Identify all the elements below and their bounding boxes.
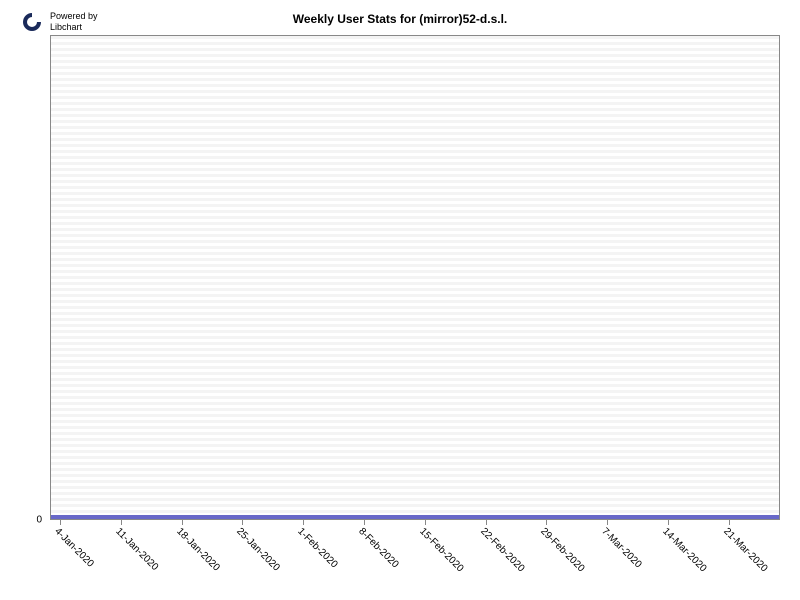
axis-baseline <box>51 515 779 519</box>
x-tick-label: 1-Feb-2020 <box>295 526 339 570</box>
x-tick-mark <box>607 520 608 525</box>
x-tick-label: 22-Feb-2020 <box>478 526 526 574</box>
y-axis: 0 <box>0 35 50 520</box>
x-tick-mark <box>486 520 487 525</box>
x-tick-mark <box>546 520 547 525</box>
x-tick-mark <box>425 520 426 525</box>
x-tick-mark <box>182 520 183 525</box>
x-tick-label: 8-Feb-2020 <box>356 526 400 570</box>
plot-area <box>50 35 780 520</box>
x-tick-mark <box>242 520 243 525</box>
x-tick-mark <box>668 520 669 525</box>
x-tick-label: 11-Jan-2020 <box>113 526 160 573</box>
x-tick-mark <box>60 520 61 525</box>
x-tick-mark <box>364 520 365 525</box>
x-tick-mark <box>121 520 122 525</box>
x-tick-mark <box>303 520 304 525</box>
x-tick-label: 21-Mar-2020 <box>721 526 769 574</box>
x-tick-label: 14-Mar-2020 <box>660 526 708 574</box>
chart-title: Weekly User Stats for (mirror)52-d.s.l. <box>0 12 800 26</box>
x-axis: 4-Jan-2020 11-Jan-2020 18-Jan-2020 25-Ja… <box>50 520 780 600</box>
x-tick-label: 4-Jan-2020 <box>52 526 96 570</box>
y-tick-label: 0 <box>36 515 42 526</box>
x-tick-label: 25-Jan-2020 <box>235 526 282 573</box>
x-tick-label: 18-Jan-2020 <box>174 526 221 573</box>
x-tick-mark <box>729 520 730 525</box>
x-tick-label: 15-Feb-2020 <box>417 526 465 574</box>
x-tick-label: 29-Feb-2020 <box>539 526 587 574</box>
x-tick-label: 7-Mar-2020 <box>599 526 643 570</box>
plot-background <box>51 36 779 519</box>
